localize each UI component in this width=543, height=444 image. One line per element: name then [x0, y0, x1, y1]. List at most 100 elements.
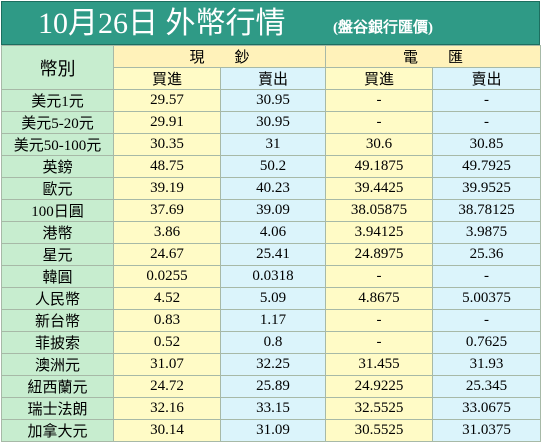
- rate-table: 幣別 現 鈔 電 匯 買進 賣出 買進 賣出 美元1元 29.57 30.95 …: [1, 45, 542, 442]
- cash-sell-value: 31.09: [219, 419, 327, 442]
- cash-buy-value: 37.69: [113, 199, 221, 222]
- cash-buy-value: 29.57: [113, 89, 221, 112]
- cash-buy-value: 48.75: [113, 155, 221, 178]
- table-row: 韓圓 0.0255 0.0318 - -: [1, 265, 542, 288]
- cash-sell-value: 1.17: [219, 309, 327, 332]
- cash-sell-value: 30.95: [219, 89, 327, 112]
- cash-sell-value: 30.95: [219, 111, 327, 134]
- tt-buy-value: 24.9225: [325, 375, 434, 398]
- cash-sell-value: 25.89: [219, 375, 327, 398]
- cash-sell-value: 0.8: [219, 331, 327, 354]
- currency-name: 澳洲元: [1, 353, 114, 376]
- cash-buy-value: 39.19: [113, 177, 221, 200]
- cash-sell-value: 25.41: [219, 243, 327, 266]
- tt-buy-value: 32.5525: [325, 397, 434, 420]
- tt-sell-value: 33.0675: [432, 397, 542, 420]
- tt-buy-value: 31.455: [325, 353, 434, 376]
- cash-buy-value: 31.07: [113, 353, 221, 376]
- cash-sell-value: 40.23: [219, 177, 327, 200]
- table-row: 100日圓 37.69 39.09 38.05875 38.78125: [1, 199, 542, 222]
- cash-sell-value: 32.25: [219, 353, 327, 376]
- header-cash-label: 現 鈔: [189, 50, 250, 66]
- table-row: 加拿大元 30.14 31.09 30.5525 31.0375: [1, 419, 542, 442]
- cash-buy-value: 24.67: [113, 243, 221, 266]
- table-row: 英鎊 48.75 50.2 49.1875 49.7925: [1, 155, 542, 178]
- table-row: 港幣 3.86 4.06 3.94125 3.9875: [1, 221, 542, 244]
- currency-name: 人民幣: [1, 287, 114, 310]
- header-cash-sell: 賣出: [219, 67, 327, 90]
- table-row: 紐西蘭元 24.72 25.89 24.9225 25.345: [1, 375, 542, 398]
- table-row: 星元 24.67 25.41 24.8975 25.36: [1, 243, 542, 266]
- cash-buy-value: 30.14: [113, 419, 221, 442]
- currency-name: 港幣: [1, 221, 114, 244]
- cash-buy-value: 30.35: [113, 133, 221, 156]
- currency-name: 星元: [1, 243, 114, 266]
- tt-buy-value: -: [325, 309, 434, 332]
- tt-buy-value: -: [325, 331, 434, 354]
- cash-buy-value: 24.72: [113, 375, 221, 398]
- cash-buy-value: 32.16: [113, 397, 221, 420]
- tt-buy-value: -: [325, 265, 434, 288]
- tt-buy-value: 3.94125: [325, 221, 434, 244]
- tt-sell-value: 30.85: [432, 133, 542, 156]
- cash-buy-value: 29.91: [113, 111, 221, 134]
- tt-buy-value: 39.4425: [325, 177, 434, 200]
- tt-buy-value: 24.8975: [325, 243, 434, 266]
- tt-sell-value: -: [432, 309, 542, 332]
- currency-name: 瑞士法朗: [1, 397, 114, 420]
- tt-buy-value: 30.5525: [325, 419, 434, 442]
- tt-sell-value: -: [432, 265, 542, 288]
- cash-buy-value: 0.83: [113, 309, 221, 332]
- page-subtitle: (盤谷銀行匯價): [333, 20, 433, 36]
- header-telegraphic-label: 電 匯: [403, 50, 464, 66]
- currency-name: 100日圓: [1, 199, 114, 222]
- cash-sell-value: 0.0318: [219, 265, 327, 288]
- table-row: 美元50-100元 30.35 31 30.6 30.85: [1, 133, 542, 156]
- currency-name: 歐元: [1, 177, 114, 200]
- cash-buy-value: 0.52: [113, 331, 221, 354]
- currency-name: 美元1元: [1, 89, 114, 112]
- currency-name: 英鎊: [1, 155, 114, 178]
- currency-name: 菲披索: [1, 331, 114, 354]
- tt-buy-value: 4.8675: [325, 287, 434, 310]
- tt-sell-value: 39.9525: [432, 177, 542, 200]
- header-tt-buy: 買進: [325, 67, 434, 90]
- tt-sell-value: 5.00375: [432, 287, 542, 310]
- header-cash-buy: 買進: [113, 67, 221, 90]
- tt-buy-value: 49.1875: [325, 155, 434, 178]
- cash-buy-value: 0.0255: [113, 265, 221, 288]
- header-cash: 現 鈔: [112, 45, 327, 68]
- tt-sell-value: 31.93: [432, 353, 542, 376]
- tt-sell-value: -: [432, 111, 542, 134]
- tt-buy-value: 30.6: [325, 133, 434, 156]
- tt-buy-value: -: [325, 89, 434, 112]
- tt-sell-value: 25.345: [432, 375, 542, 398]
- tt-sell-value: 38.78125: [432, 199, 542, 222]
- table-row: 美元1元 29.57 30.95 - -: [1, 89, 542, 112]
- table-row: 菲披索 0.52 0.8 - 0.7625: [1, 331, 542, 354]
- cash-buy-value: 4.52: [113, 287, 221, 310]
- cash-buy-value: 3.86: [113, 221, 221, 244]
- page-title: 10月26日 外幣行情: [38, 7, 286, 40]
- tt-buy-value: 38.05875: [325, 199, 434, 222]
- tt-sell-value: 31.0375: [432, 419, 542, 442]
- currency-name: 加拿大元: [1, 419, 114, 442]
- table-row: 美元5-20元 29.91 30.95 - -: [1, 111, 542, 134]
- currency-name: 紐西蘭元: [1, 375, 114, 398]
- table-row: 歐元 39.19 40.23 39.4425 39.9525: [1, 177, 542, 200]
- cash-sell-value: 39.09: [219, 199, 327, 222]
- table-row: 新台幣 0.83 1.17 - -: [1, 309, 542, 332]
- cash-sell-value: 31: [219, 133, 327, 156]
- cash-sell-value: 33.15: [219, 397, 327, 420]
- tt-sell-value: 49.7925: [432, 155, 542, 178]
- cash-sell-value: 4.06: [219, 221, 327, 244]
- title-bar: 10月26日 外幣行情 (盤谷銀行匯價): [1, 1, 540, 45]
- header-tt-sell: 賣出: [432, 67, 542, 90]
- tt-sell-value: 0.7625: [432, 331, 542, 354]
- table-row: 澳洲元 31.07 32.25 31.455 31.93: [1, 353, 542, 376]
- currency-name: 美元5-20元: [1, 111, 114, 134]
- cash-sell-value: 50.2: [219, 155, 327, 178]
- header-currency: 幣別: [1, 45, 114, 90]
- table-row: 人民幣 4.52 5.09 4.8675 5.00375: [1, 287, 542, 310]
